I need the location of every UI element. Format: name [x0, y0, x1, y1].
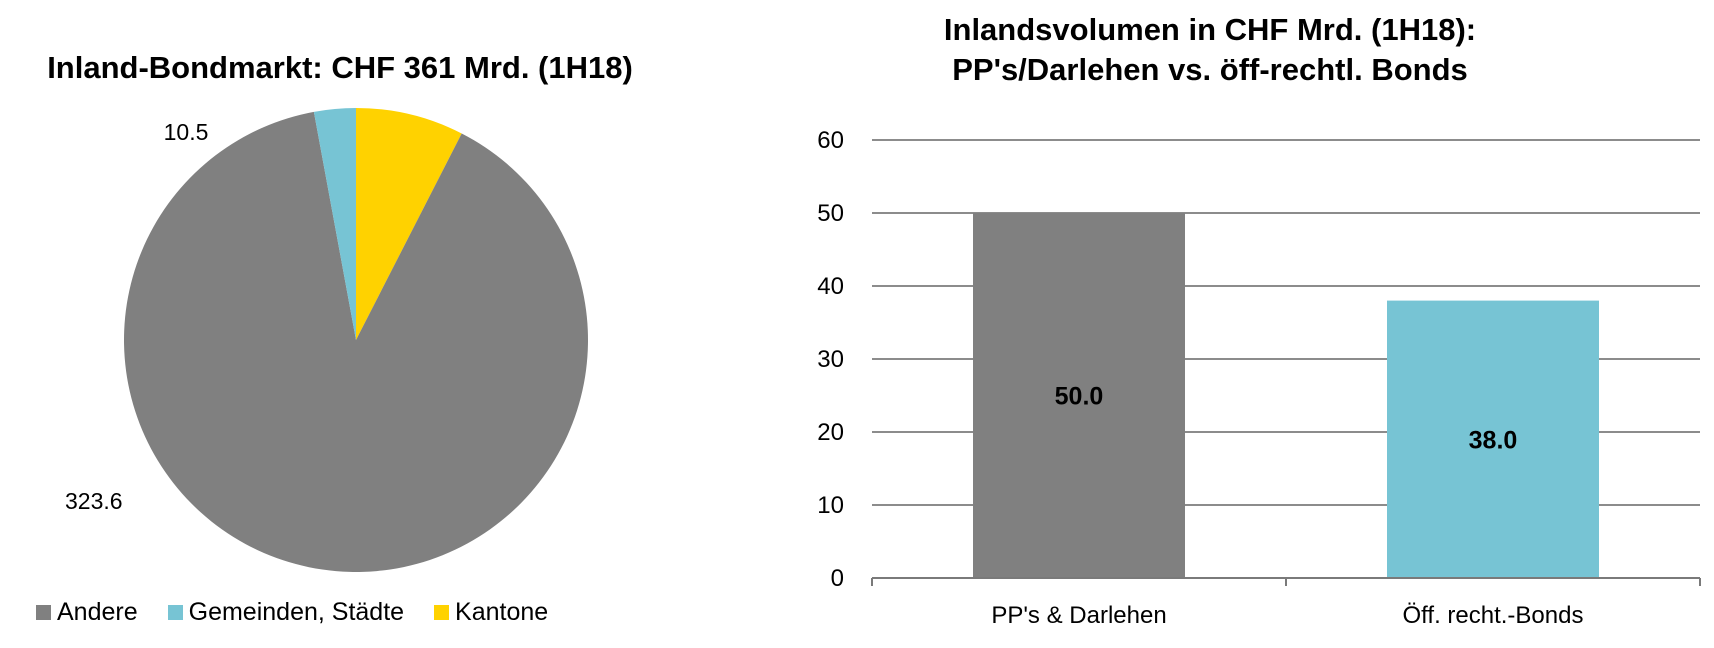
x-category-label-0: PP's & Darlehen	[991, 602, 1166, 629]
legend-swatch-gemeinden	[167, 605, 183, 620]
pie-slice-1	[124, 111, 588, 573]
bar-value-label-1: 38.0	[1469, 426, 1518, 454]
y-tick-label-6: 60	[817, 127, 844, 154]
y-tick-label-4: 40	[817, 273, 844, 300]
pie-chart-panel: Inland-Bondmarkt: CHF 361 Mrd. (1H18) 27…	[0, 0, 700, 648]
x-category-label-1: Öff. recht.-Bonds	[1403, 602, 1584, 629]
legend-label-gemeinden: Gemeinden, Städte	[188, 598, 405, 626]
legend-item-gemeinden: Gemeinden, Städte	[167, 598, 405, 627]
pie-slice-label-1: 323.6	[65, 488, 123, 514]
bar-chart-title-line-1: Inlandsvolumen in CHF Mrd. (1H18):	[943, 12, 1477, 47]
bar-chart-title-line-2: PP's/Darlehen vs. öff-rechtl. Bonds	[952, 52, 1468, 87]
y-tick-label-2: 20	[817, 419, 844, 446]
legend-label-andere: Andere	[57, 598, 138, 626]
pie-chart: 27.2323.610.5	[65, 108, 588, 573]
pie-legend: Andere Gemeinden, Städte Kantone	[36, 598, 578, 627]
legend-swatch-andere	[36, 605, 51, 620]
bar-chart-title: Inlandsvolumen in CHF Mrd. (1H18): PP's/…	[760, 10, 1660, 90]
pie-chart-title: Inland-Bondmarkt: CHF 361 Mrd. (1H18)	[47, 50, 633, 85]
legend-item-andere: Andere	[36, 598, 138, 627]
bar-0	[973, 213, 1185, 578]
legend-swatch-kantone	[434, 605, 450, 620]
y-tick-label-0: 0	[831, 565, 844, 592]
y-tick-label-1: 10	[817, 492, 844, 519]
legend-label-kantone: Kantone	[455, 598, 549, 626]
bar-1	[1387, 300, 1599, 578]
pie-slice-label-2: 10.5	[164, 119, 209, 145]
y-tick-label-5: 50	[817, 200, 844, 227]
y-tick-label-3: 30	[817, 346, 844, 373]
legend-item-kantone: Kantone	[434, 598, 548, 627]
bar-chart: 0 10 20 30 40 50 60 50.0 PP's & Darlehen 38.0 Öff.…	[817, 127, 1701, 629]
bar-chart-panel: Inlandsvolumen in CHF Mrd. (1H18): PP's/…	[760, 0, 1714, 648]
pie-slice-0	[356, 108, 462, 340]
pie-slice-2	[313, 108, 356, 340]
bar-value-label-0: 50.0	[1055, 383, 1104, 411]
